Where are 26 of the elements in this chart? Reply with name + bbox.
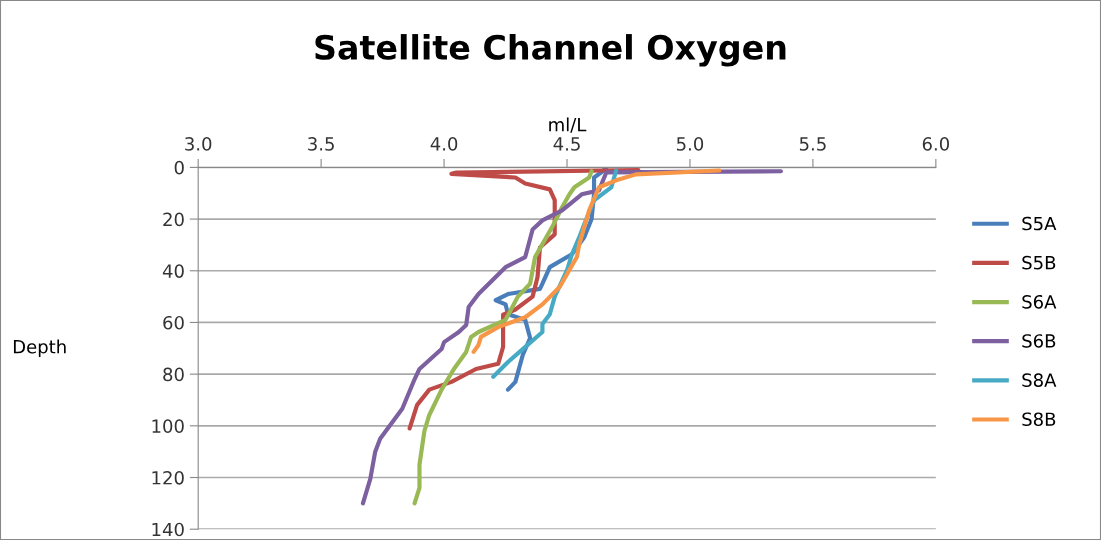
x-tick-label: 5.0 — [677, 137, 704, 151]
y-tick-label: 140 — [152, 522, 184, 537]
line-series — [471, 168, 722, 355]
y-axis-title: Depth — [13, 339, 66, 358]
x-tick-label: 4.0 — [430, 137, 458, 151]
line-series — [412, 169, 594, 506]
x-tick-label: 6.0 — [922, 137, 950, 151]
chart-title: Satellite Channel Oxygen — [315, 34, 786, 67]
y-tick-label: 80 — [163, 367, 184, 382]
x-tick-label: 5.5 — [799, 137, 826, 151]
y-tick-label: 120 — [152, 470, 184, 485]
legend-label: S5B — [1022, 255, 1056, 270]
legend-label: S5A — [1022, 216, 1057, 231]
y-tick-label: 0 — [174, 160, 184, 175]
legend-label: S6A — [1022, 294, 1057, 309]
x-tick-label: 3.5 — [308, 137, 334, 151]
x-tick-label: 4.5 — [553, 137, 580, 151]
x-axis-title: ml/L — [549, 117, 587, 133]
legend-label: S8A — [1022, 373, 1057, 387]
y-tick-label: 20 — [163, 212, 184, 227]
y-tick-label: 100 — [152, 419, 184, 433]
legend-label: S6B — [1022, 334, 1056, 348]
y-tick-label: 60 — [163, 315, 184, 330]
legend-label: S8B — [1022, 412, 1056, 427]
y-tick-label: 40 — [162, 264, 184, 278]
x-tick-label: 3.0 — [185, 137, 212, 151]
